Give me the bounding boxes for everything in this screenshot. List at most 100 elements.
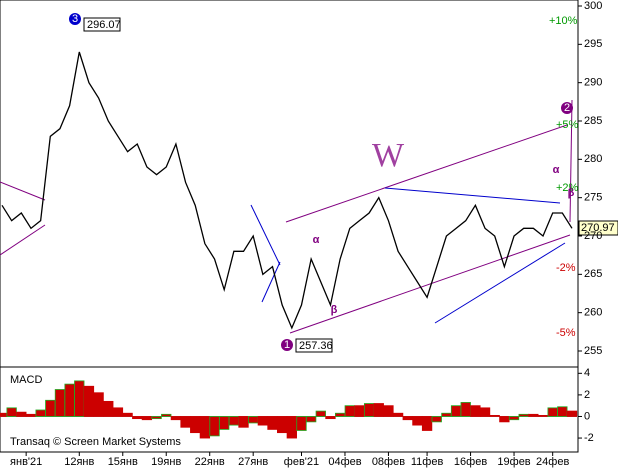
x-tick-label: 22янв	[195, 456, 225, 468]
annotation: 2	[564, 102, 570, 114]
macd-bar	[479, 407, 491, 417]
price-frame	[0, 0, 579, 368]
x-tick-label: 19янв	[151, 456, 181, 468]
macd-bar	[566, 410, 578, 417]
annotation: Transaq © Screen Market Systems	[10, 436, 181, 448]
price-line	[1, 51, 573, 330]
y-tick-label: 285	[584, 115, 602, 127]
panel-title: MACD	[10, 374, 42, 386]
macd-bar	[103, 400, 114, 417]
macd-bar	[489, 414, 500, 417]
y-tick-label: 0	[584, 410, 590, 422]
macd-bar	[296, 416, 307, 431]
annotation: 1	[284, 339, 290, 351]
macd-bar	[441, 412, 452, 417]
y-tick-label: 295	[584, 38, 602, 50]
macd-bar	[83, 385, 95, 417]
y-tick-label: 255	[584, 345, 602, 357]
annotation: β	[568, 187, 575, 199]
x-tick-label: 15янв	[108, 456, 138, 468]
macd-bar	[74, 380, 85, 417]
macd-bar	[25, 413, 37, 417]
macd-bar	[54, 389, 66, 417]
annotation: β	[331, 304, 338, 316]
macd-bar	[383, 405, 394, 417]
macd-bar	[0, 412, 8, 417]
macd-bar	[257, 416, 268, 426]
macd-bar	[93, 392, 104, 417]
x-tick-label: 04фев	[328, 456, 361, 468]
annotation: -5%	[556, 327, 576, 339]
macd-bar	[180, 416, 191, 428]
macd-bar	[6, 407, 17, 417]
annotation: +2%	[556, 182, 579, 194]
y-tick-label: 290	[584, 77, 602, 89]
x-tick-label: 08фев	[372, 456, 405, 468]
y-tick-label: 4	[584, 367, 590, 379]
macd-bar	[537, 414, 549, 417]
macd-bar	[219, 416, 230, 430]
wave-marker	[561, 102, 573, 114]
x-tick-label: 16фев	[454, 456, 487, 468]
macd-bar	[190, 416, 201, 434]
annotation: α	[553, 164, 560, 176]
annotation: +10%	[549, 15, 578, 27]
wave-marker	[281, 339, 293, 351]
macd-bar	[431, 416, 442, 423]
macd-bar	[286, 416, 297, 439]
macd-bar	[45, 399, 56, 417]
y-tick-label: 280	[584, 153, 602, 165]
x-tick-label: янв'21	[10, 456, 42, 468]
macd-bar	[402, 416, 413, 421]
annotation: 257.36	[299, 340, 333, 352]
annotation: 3	[72, 13, 78, 25]
y-tick-label: 260	[584, 307, 602, 319]
y-tick-label: 270	[584, 230, 602, 242]
annotations: 296.07 257.36 270.97 3 1 2 W α β α β +10…	[10, 13, 618, 448]
x-tick-label: 24фев	[536, 456, 569, 468]
macd-bar	[460, 402, 471, 417]
macd-bar	[151, 416, 162, 420]
macd-bar	[315, 410, 326, 417]
macd-bar	[306, 416, 317, 423]
macd-bar	[421, 416, 433, 431]
macd-bar	[161, 413, 172, 417]
macd-bar	[35, 409, 46, 417]
macd-bar	[199, 416, 211, 439]
macd-bar	[238, 416, 249, 428]
macd-bar	[412, 416, 423, 426]
macd-bar	[528, 413, 539, 417]
annotation: -2%	[556, 262, 576, 274]
annotation: 270.97	[581, 222, 615, 234]
macd-bar	[267, 416, 278, 430]
macd-bar	[64, 383, 75, 417]
macd-bar	[373, 403, 384, 417]
label-box	[578, 220, 618, 236]
macd-frame	[0, 366, 579, 453]
x-tick-label: 12янв	[64, 456, 94, 468]
macd-bar	[392, 412, 404, 417]
macd-bar	[499, 416, 510, 423]
macd-bar	[209, 416, 220, 437]
macd-bar	[277, 416, 288, 434]
macd-bar	[354, 405, 365, 417]
macd-bar	[141, 416, 153, 421]
x-tick-label: 19фев	[497, 456, 530, 468]
macd-bar	[518, 413, 529, 417]
y-tick-label: 2	[584, 389, 590, 401]
y-tick-label: 275	[584, 192, 602, 204]
annotation: +5%	[556, 119, 579, 131]
macd-bar	[450, 405, 462, 417]
trend-lines	[0, 99, 573, 334]
annotation: 296.07	[87, 19, 121, 31]
x-tick-label: 11фев	[411, 456, 444, 468]
macd-bar	[334, 412, 346, 417]
x-tick-label: фев'21	[284, 456, 319, 468]
y-tick-label: 265	[584, 268, 602, 280]
macd-bar	[16, 411, 27, 417]
macd-bar	[112, 407, 124, 417]
label-box	[295, 338, 333, 353]
macd-bar	[508, 416, 520, 421]
macd-bar	[170, 416, 182, 421]
